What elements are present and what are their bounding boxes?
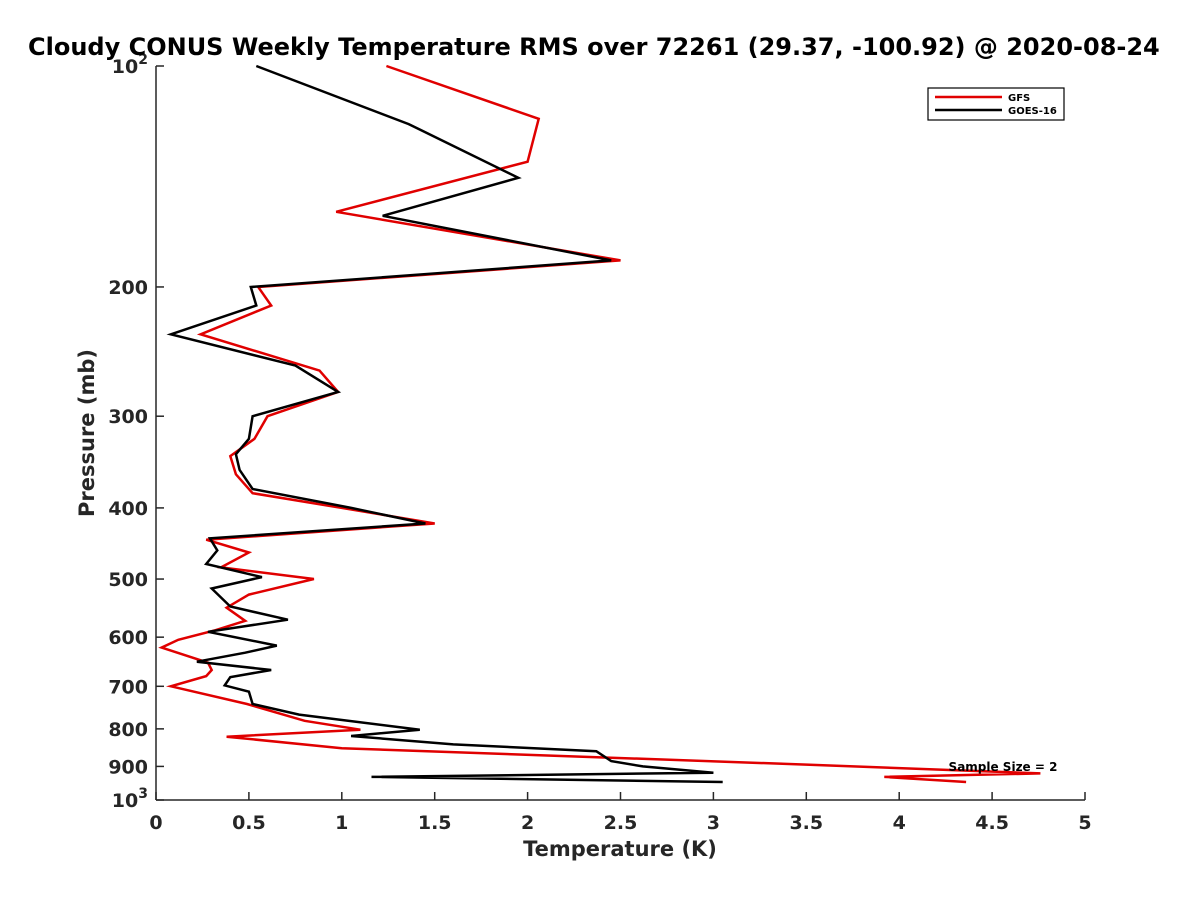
y-tick-label: 103 bbox=[112, 786, 148, 812]
x-tick-label: 2.5 bbox=[604, 812, 638, 834]
x-tick-label: 3 bbox=[707, 812, 720, 834]
x-tick-label: 1 bbox=[335, 812, 348, 834]
x-ticks: 0 0.5 1 1.5 2 2.5 3 3.5 4 4.5 5 bbox=[149, 792, 1092, 834]
y-tick-label: 400 bbox=[108, 498, 148, 520]
y-axis-label: Pressure (mb) bbox=[75, 349, 99, 517]
chart-title: Cloudy CONUS Weekly Temperature RMS over… bbox=[28, 33, 1160, 61]
y-tick-label: 900 bbox=[108, 756, 148, 778]
y-tick-label: 200 bbox=[108, 277, 148, 299]
y-tick-label: 102 bbox=[112, 52, 148, 78]
x-tick-label: 0 bbox=[149, 812, 162, 834]
sample-size-annotation: Sample Size = 2 bbox=[949, 760, 1058, 774]
x-tick-label: 2 bbox=[521, 812, 534, 834]
x-tick-label: 4.5 bbox=[975, 812, 1009, 834]
series-line-goes16 bbox=[166, 64, 723, 784]
legend: GFS GOES-16 bbox=[927, 87, 1065, 121]
y-tick-label: 600 bbox=[108, 627, 148, 649]
series-lines bbox=[158, 64, 1041, 784]
x-axis-label: Temperature (K) bbox=[523, 837, 717, 861]
y-tick-label: 500 bbox=[108, 569, 148, 591]
x-tick-label: 5 bbox=[1078, 812, 1091, 834]
series-line-gfs bbox=[158, 64, 1041, 784]
y-tick-label: 700 bbox=[108, 676, 148, 698]
x-tick-label: 4 bbox=[893, 812, 906, 834]
x-tick-label: 0.5 bbox=[232, 812, 266, 834]
x-tick-label: 3.5 bbox=[789, 812, 823, 834]
y-tick-label: 800 bbox=[108, 719, 148, 741]
x-tick-label: 1.5 bbox=[418, 812, 452, 834]
y-tick-label: 300 bbox=[108, 406, 148, 428]
legend-label-gfs: GFS bbox=[1008, 93, 1030, 104]
y-ticks: 102 200 300 400 500 600 700 800 900 103 bbox=[108, 52, 164, 812]
legend-label-goes16: GOES-16 bbox=[1008, 106, 1057, 117]
legend-box bbox=[927, 87, 1065, 121]
